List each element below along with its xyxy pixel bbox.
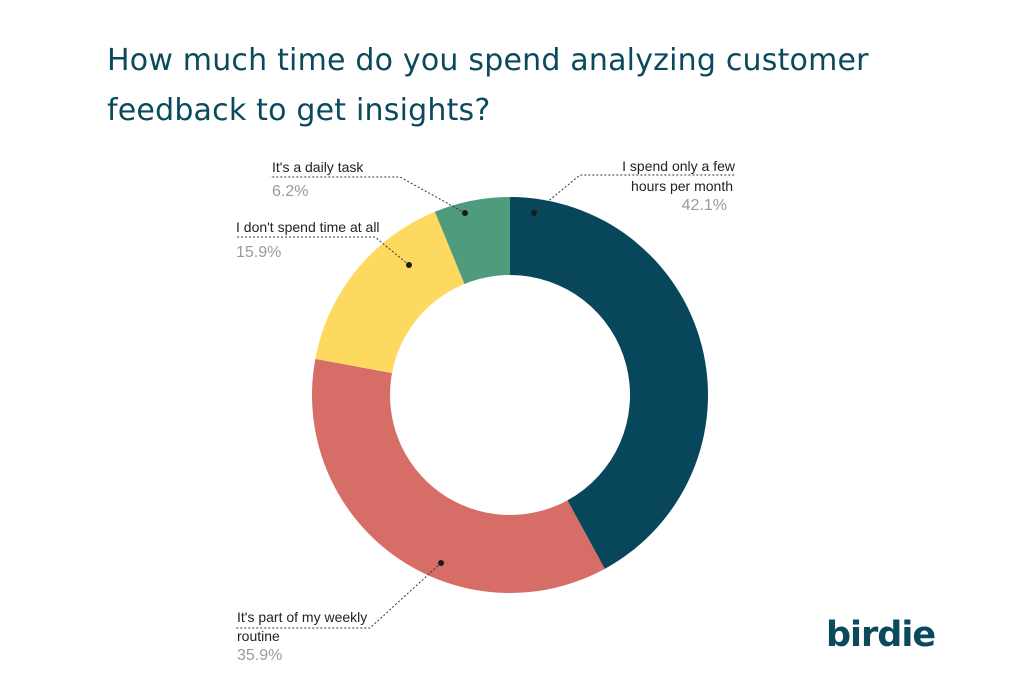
slice-label-few-hours-line1: I spend only a few xyxy=(622,158,736,174)
leader-line-daily-task xyxy=(270,176,466,214)
leader-dot-weekly-routine xyxy=(438,560,444,566)
leader-line-weekly-routine xyxy=(235,562,442,629)
slice-value-no-time: 15.9% xyxy=(236,244,281,261)
callout-few-hours: I spend only a few hours per month 42.1% xyxy=(531,158,736,216)
donut-slice-0 xyxy=(510,197,709,569)
chart-title: How much time do you spend analyzing cus… xyxy=(107,43,869,128)
slice-value-weekly-routine: 35.9% xyxy=(237,647,282,664)
slice-label-daily-task: It's a daily task xyxy=(272,159,364,175)
slice-label-no-time: I don't spend time at all xyxy=(236,219,380,235)
slice-value-daily-task: 6.2% xyxy=(272,183,308,200)
donut-slices xyxy=(311,197,709,593)
slice-value-few-hours: 42.1% xyxy=(682,197,727,214)
callout-daily-task: It's a daily task 6.2% xyxy=(270,159,468,216)
donut-slice-2 xyxy=(315,211,465,374)
leader-dot-daily-task xyxy=(462,210,468,216)
callout-no-time: I don't spend time at all 15.9% xyxy=(235,219,412,268)
slice-label-few-hours-line2: hours per month xyxy=(631,178,733,194)
birdie-logo: birdie xyxy=(826,615,936,655)
donut-slice-3 xyxy=(434,197,510,284)
callout-weekly-routine: It's part of my weekly routine 35.9% xyxy=(235,560,444,664)
leader-dot-no-time xyxy=(406,262,412,268)
donut-slice-1 xyxy=(311,358,605,593)
leader-dot-few-hours xyxy=(531,210,537,216)
slice-label-weekly-routine-line2: routine xyxy=(237,628,280,644)
leader-line-no-time xyxy=(235,236,410,266)
slice-label-weekly-routine-line1: It's part of my weekly xyxy=(237,609,367,625)
